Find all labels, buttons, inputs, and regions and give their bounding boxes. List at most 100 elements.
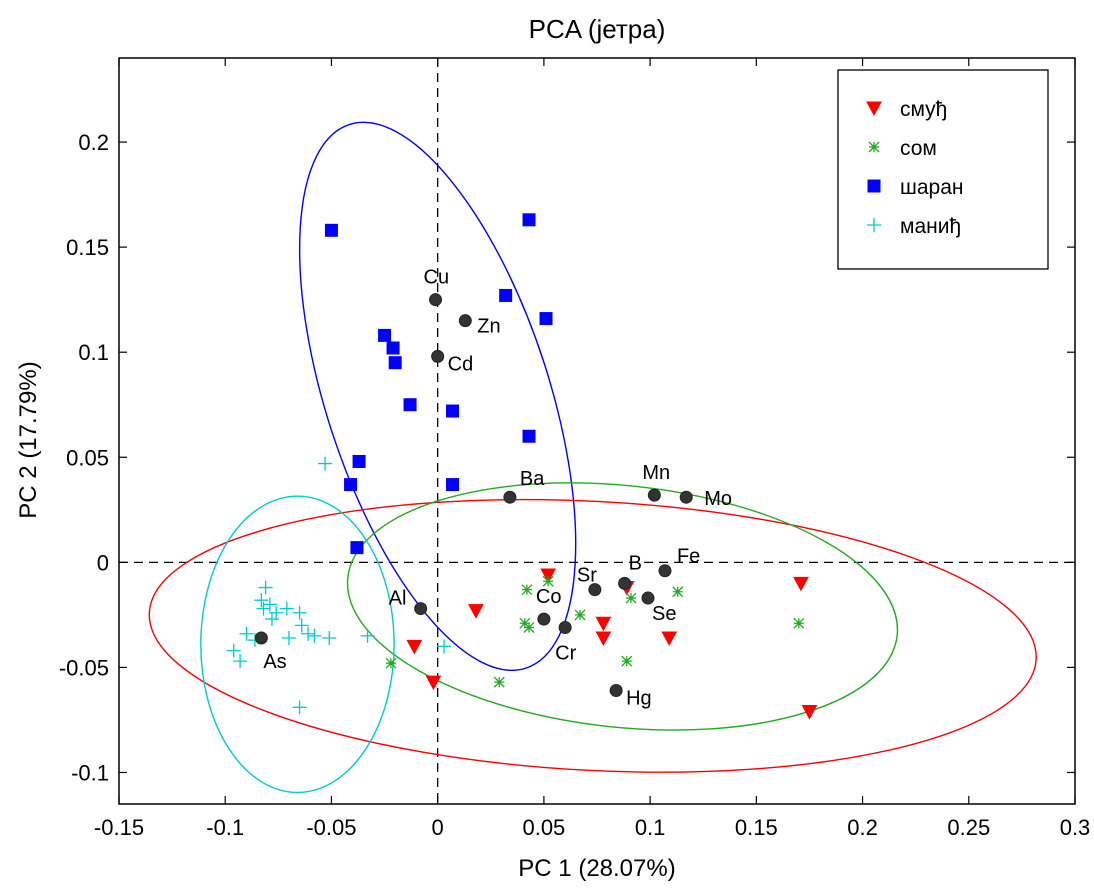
- loading-label: Cd: [448, 353, 474, 375]
- loading-label: Sr: [577, 565, 597, 587]
- data-point: [386, 341, 400, 355]
- confidence-ellipse-3: [200, 495, 395, 794]
- loading-label: Mn: [642, 462, 670, 484]
- data-point: [801, 705, 818, 720]
- loading-label: Ba: [520, 468, 545, 490]
- y-tick-label: -0.1: [71, 760, 109, 785]
- data-point: [322, 630, 337, 645]
- data-point: [226, 643, 241, 658]
- chart-title: PCA (јетра): [529, 14, 666, 44]
- legend-item: смуђ: [866, 98, 947, 121]
- loading-label: Fe: [677, 546, 700, 568]
- loading-Cr: Cr: [555, 620, 577, 664]
- data-point: [672, 586, 684, 598]
- legend-marker: [868, 141, 880, 153]
- data-point: [360, 628, 375, 643]
- data-point: [574, 609, 586, 621]
- data-point: [625, 592, 637, 604]
- data-point: [350, 541, 364, 555]
- data-point: [403, 398, 417, 412]
- loading-point: [618, 576, 632, 590]
- loading-label: Mo: [704, 488, 732, 510]
- y-tick-label: 0.1: [78, 340, 109, 365]
- y-ticks: -0.1 -0.05 0 0.05 0.1 0.15 0.2: [59, 130, 1075, 785]
- loading-point: [503, 490, 517, 504]
- y-tick-label: -0.05: [59, 655, 109, 680]
- loading-label: Hg: [626, 688, 652, 710]
- data-point: [279, 601, 294, 616]
- loading-point: [254, 631, 268, 645]
- loading-Mo: Mo: [679, 488, 732, 510]
- legend-label: сом: [900, 137, 937, 160]
- loading-Cu: Cu: [424, 267, 449, 307]
- data-point: [523, 622, 535, 633]
- data-point: [233, 654, 248, 669]
- loading-As: As: [254, 631, 287, 673]
- data-point: [661, 631, 678, 647]
- x-tick-label: 0: [432, 815, 444, 840]
- data-point: [425, 675, 442, 691]
- data-point: [493, 676, 505, 688]
- x-tick-label: 0.25: [947, 815, 990, 840]
- loading-point: [647, 488, 661, 502]
- data-point: [406, 639, 423, 655]
- loading-Sr: Sr: [577, 565, 602, 597]
- loading-label: Cr: [555, 642, 576, 664]
- data-point: [301, 626, 316, 641]
- x-axis-label: PC 1 (28.07%): [518, 855, 675, 882]
- loading-point: [679, 490, 693, 504]
- legend-item: маниђ: [867, 215, 961, 238]
- axes-frame: [118, 57, 1076, 805]
- loading-Co: Co: [536, 586, 562, 626]
- data-point: [793, 617, 805, 629]
- confidence-ellipse-0: [298, 121, 577, 672]
- legend-label: шаран: [900, 176, 963, 199]
- legend: смуђ сом шаран маниђ: [837, 69, 1049, 270]
- loading-point: [641, 591, 655, 605]
- data-point: [239, 626, 254, 641]
- loading-point: [558, 620, 572, 634]
- loading-label: Zn: [477, 316, 500, 338]
- loading-Ba: Ba: [503, 468, 545, 504]
- loading-Hg: Hg: [609, 684, 652, 710]
- data-point: [281, 630, 296, 645]
- legend-label: смуђ: [900, 98, 947, 121]
- data-point: [352, 454, 366, 468]
- data-point: [522, 213, 536, 227]
- loading-Zn: Zn: [458, 314, 501, 338]
- loading-Fe: Fe: [658, 546, 700, 578]
- data-point: [344, 478, 358, 492]
- data-point: [378, 328, 392, 342]
- data-point: [522, 429, 536, 443]
- data-point: [318, 456, 333, 471]
- data-point: [499, 288, 513, 302]
- data-point: [254, 593, 269, 608]
- legend-item: шаран: [867, 176, 963, 199]
- loading-point: [609, 684, 623, 698]
- data-point: [521, 584, 533, 596]
- loading-point: [429, 293, 443, 307]
- data-point: [292, 700, 307, 715]
- y-axis-label: PC 2 (17.79%): [15, 361, 42, 518]
- data-point: [307, 628, 322, 643]
- loading-point: [537, 612, 551, 626]
- x-ticks: -0.15 -0.1 -0.05 0 0.05 0.1 0.15 0.2 0.25 0.3: [94, 58, 1090, 840]
- data-point: [324, 223, 338, 237]
- ellipse-group: [148, 121, 1037, 794]
- data-point: [621, 655, 633, 667]
- loading-Cd: Cd: [431, 349, 474, 375]
- loading-label: Co: [536, 586, 562, 608]
- data-point: [540, 568, 556, 584]
- data-point: [264, 612, 279, 627]
- legend-marker: [867, 218, 881, 232]
- loading-point: [414, 602, 428, 616]
- loading-B: B: [618, 552, 642, 590]
- data-point: [595, 631, 612, 647]
- x-tick-label: 0.2: [847, 815, 878, 840]
- data-point: [446, 478, 460, 492]
- loading-label: Al: [389, 588, 407, 610]
- data-point: [468, 604, 484, 619]
- loading-Al: Al: [389, 588, 428, 616]
- data-point: [793, 576, 809, 592]
- legend-label: маниђ: [900, 215, 961, 238]
